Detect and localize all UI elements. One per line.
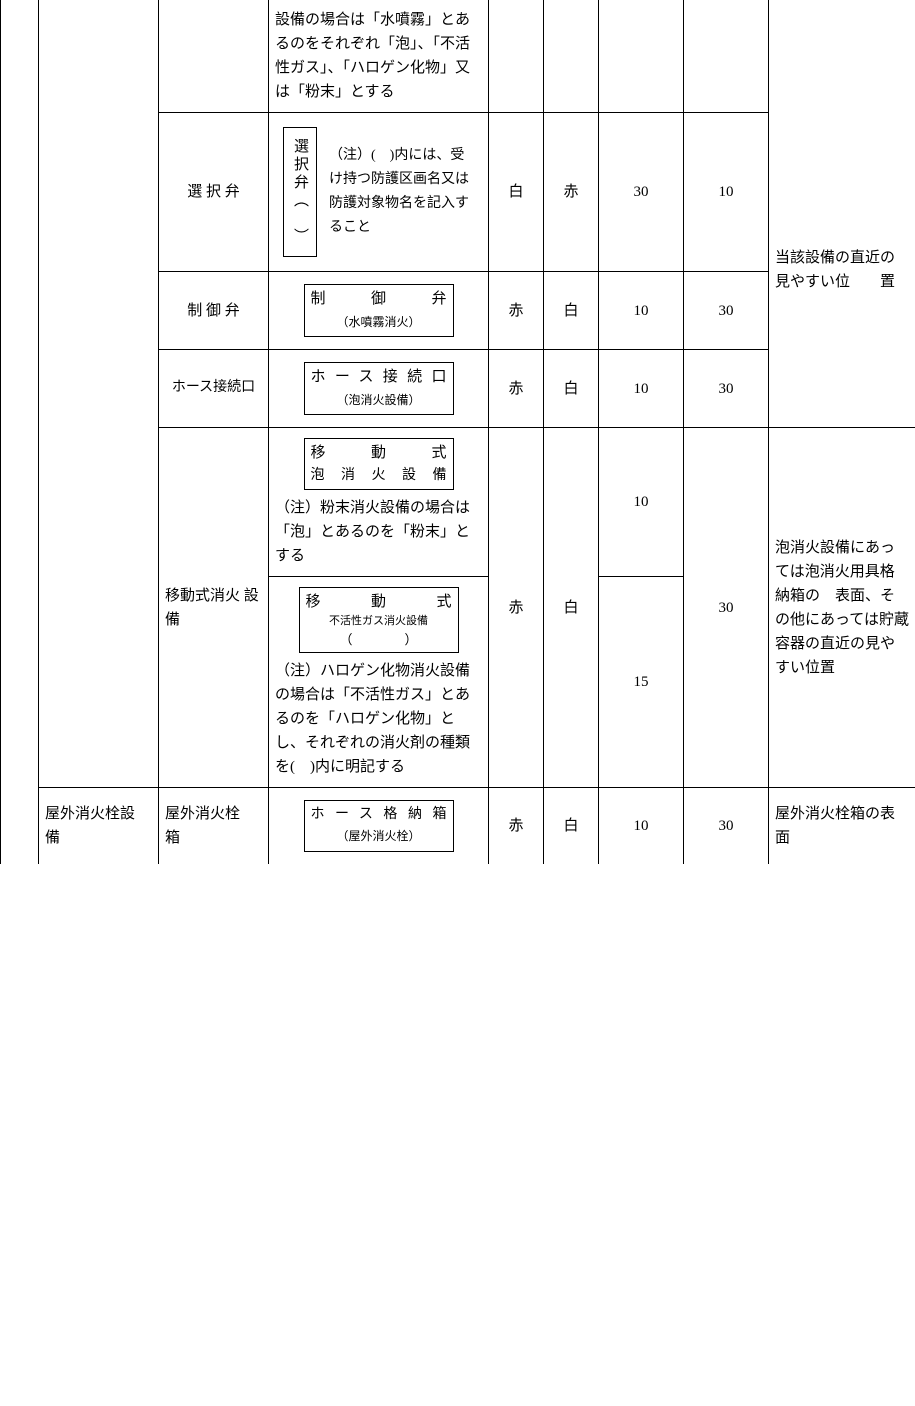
row4-label-box: ホース接続口 （泡消火設備）	[304, 362, 454, 415]
row3-c5: 赤	[489, 272, 544, 350]
col1-blank	[1, 0, 39, 864]
row5a-note: （注）粉末消火設備の場合は「泡」とあるのを「粉末」とする	[275, 496, 482, 568]
row4-c4: ホース接続口 （泡消火設備）	[269, 350, 489, 428]
row6-c5: 赤	[489, 788, 544, 864]
row4-c8: 30	[684, 350, 769, 428]
row2-note: （注）( )内には、受け持つ防護区画名又は防護対象物名を記入すること	[329, 144, 478, 239]
row5a-label-box: 移 動 式 泡 消 火 設 備	[304, 438, 454, 490]
row2-label-box: 選択弁（ ）	[283, 127, 317, 257]
row5-c9: 泡消火設備にあっては泡消火用具格納箱の 表面、その他にあっては貯蔵容器の直近の見…	[769, 428, 915, 788]
col2-blank	[39, 0, 159, 788]
row2-c3: 選 択 弁	[159, 113, 269, 272]
c7-blank	[599, 0, 684, 113]
c8-blank	[684, 0, 769, 113]
row5b-c4: 移 動 式 不活性ガス消火設備 （ ） （注）ハロゲン化物消火設備の場合は「不活…	[269, 576, 489, 788]
row5-c6: 白	[544, 428, 599, 788]
regulation-table: 設備の場合は「水噴霧」とあるのをそれぞれ「泡」、「不活性ガス」、「ハロゲン化物」…	[0, 0, 915, 864]
row4-c7: 10	[599, 350, 684, 428]
row2-c7: 30	[599, 113, 684, 272]
c9-blank	[769, 0, 915, 113]
row5b-c7: 15	[599, 576, 684, 788]
row4-c6: 白	[544, 350, 599, 428]
row1-note-cell: 設備の場合は「水噴霧」とあるのをそれぞれ「泡」、「不活性ガス」、「ハロゲン化物」…	[269, 0, 489, 113]
row2-c4: 選択弁（ ） （注）( )内には、受け持つ防護区画名又は防護対象物名を記入するこ…	[269, 113, 489, 272]
row3-c8: 30	[684, 272, 769, 350]
row3-c7: 10	[599, 272, 684, 350]
row5a-c7: 10	[599, 428, 684, 577]
row6-c2: 屋外消火栓設 備	[39, 788, 159, 864]
row5a-c4: 移 動 式 泡 消 火 設 備 （注）粉末消火設備の場合は「泡」とあるのを「粉末…	[269, 428, 489, 577]
row2-c9-merged: 当該設備の直近の見やすい位 置	[769, 113, 915, 428]
c6-blank	[544, 0, 599, 113]
row6-c4: ホース格納箱 （屋外消火栓）	[269, 788, 489, 864]
row5b-note: （注）ハロゲン化物消火設備の場合は「不活性ガス」とあるのを「ハロゲン化物」とし、…	[275, 659, 482, 779]
row6-c7: 10	[599, 788, 684, 864]
row5-c8: 30	[684, 428, 769, 788]
table-row: 設備の場合は「水噴霧」とあるのをそれぞれ「泡」、「不活性ガス」、「ハロゲン化物」…	[1, 0, 915, 113]
row2-c8: 10	[684, 113, 769, 272]
table-row: 屋外消火栓設 備 屋外消火栓 箱 ホース格納箱 （屋外消火栓） 赤 白 10 3…	[1, 788, 915, 864]
row5b-label-box: 移 動 式 不活性ガス消火設備 （ ）	[299, 587, 459, 654]
row3-label-box: 制 御 弁 （水噴霧消火）	[304, 284, 454, 337]
row5-c3: 移動式消火 設 備	[159, 428, 269, 788]
row6-c9: 屋外消火栓箱の表面	[769, 788, 915, 864]
row5-c5: 赤	[489, 428, 544, 788]
row6-c3: 屋外消火栓 箱	[159, 788, 269, 864]
row2-c6: 赤	[544, 113, 599, 272]
row6-c6: 白	[544, 788, 599, 864]
row3-c3: 制 御 弁	[159, 272, 269, 350]
row3-c6: 白	[544, 272, 599, 350]
row1-note: 設備の場合は「水噴霧」とあるのをそれぞれ「泡」、「不活性ガス」、「ハロゲン化物」…	[275, 12, 470, 100]
c5-blank	[489, 0, 544, 113]
row6-label-box: ホース格納箱 （屋外消火栓）	[304, 800, 454, 852]
row4-c5: 赤	[489, 350, 544, 428]
col3-blank	[159, 0, 269, 113]
row2-c5: 白	[489, 113, 544, 272]
row6-c8: 30	[684, 788, 769, 864]
row4-c3: ホース接続口	[159, 350, 269, 428]
row3-c4: 制 御 弁 （水噴霧消火）	[269, 272, 489, 350]
